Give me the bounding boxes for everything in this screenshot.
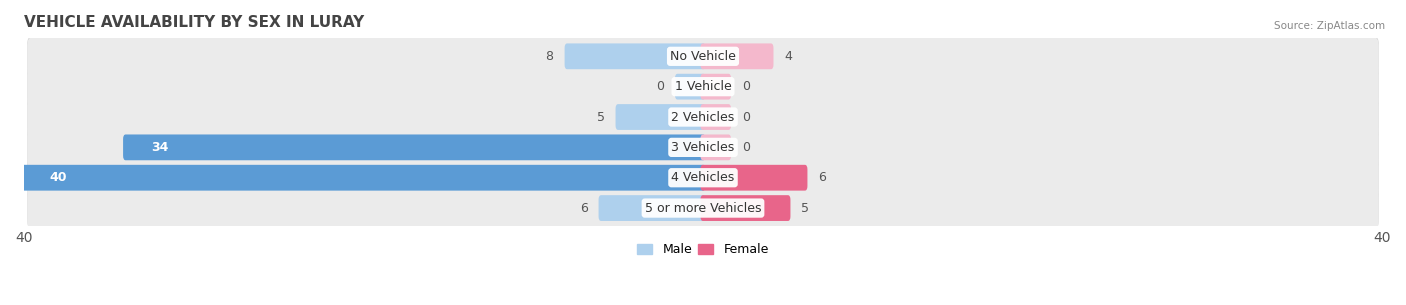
FancyBboxPatch shape [27,67,1379,108]
Text: 0: 0 [742,80,749,93]
FancyBboxPatch shape [27,128,1379,169]
FancyBboxPatch shape [599,195,706,221]
FancyBboxPatch shape [27,98,1379,138]
Text: 3 Vehicles: 3 Vehicles [672,141,734,154]
Text: 5 or more Vehicles: 5 or more Vehicles [645,202,761,215]
FancyBboxPatch shape [27,127,1379,168]
Text: 4 Vehicles: 4 Vehicles [672,171,734,184]
Text: 8: 8 [546,50,554,63]
FancyBboxPatch shape [700,74,731,99]
Text: 34: 34 [150,141,169,154]
FancyBboxPatch shape [700,195,790,221]
Text: 6: 6 [818,171,827,184]
FancyBboxPatch shape [27,159,1379,199]
FancyBboxPatch shape [700,104,731,130]
Legend: Male, Female: Male, Female [633,239,773,261]
Text: 4: 4 [785,50,793,63]
FancyBboxPatch shape [27,157,1379,198]
Text: 2 Vehicles: 2 Vehicles [672,110,734,124]
Text: Source: ZipAtlas.com: Source: ZipAtlas.com [1274,21,1385,31]
Text: 5: 5 [596,110,605,124]
FancyBboxPatch shape [27,37,1379,78]
FancyBboxPatch shape [700,135,731,160]
FancyBboxPatch shape [27,189,1379,230]
Text: VEHICLE AVAILABILITY BY SEX IN LURAY: VEHICLE AVAILABILITY BY SEX IN LURAY [24,15,364,30]
Text: 0: 0 [742,141,749,154]
FancyBboxPatch shape [124,135,706,160]
Text: 1 Vehicle: 1 Vehicle [675,80,731,93]
Text: 40: 40 [49,171,66,184]
FancyBboxPatch shape [675,74,706,99]
FancyBboxPatch shape [700,43,773,69]
FancyBboxPatch shape [700,165,807,191]
Text: 6: 6 [579,202,588,215]
Text: 5: 5 [801,202,810,215]
FancyBboxPatch shape [27,97,1379,137]
FancyBboxPatch shape [27,36,1379,77]
FancyBboxPatch shape [616,104,706,130]
Text: 0: 0 [742,110,749,124]
FancyBboxPatch shape [27,66,1379,107]
FancyBboxPatch shape [27,188,1379,228]
Text: No Vehicle: No Vehicle [671,50,735,63]
FancyBboxPatch shape [565,43,706,69]
FancyBboxPatch shape [21,165,706,191]
Text: 0: 0 [657,80,664,93]
